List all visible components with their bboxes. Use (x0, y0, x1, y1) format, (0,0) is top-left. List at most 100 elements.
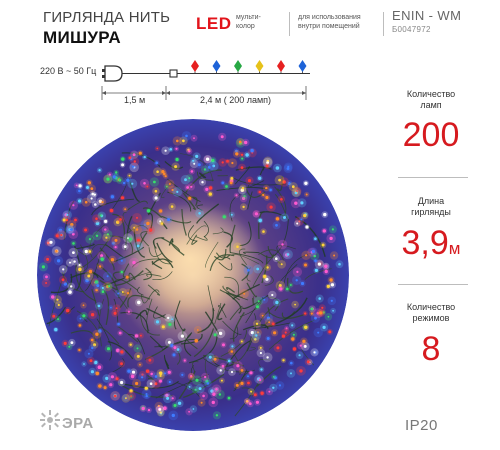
wire-strand (98, 326, 120, 345)
light-dot (86, 186, 89, 189)
light-dot (109, 383, 113, 387)
modes-label-line2: режимов (412, 313, 450, 323)
light-dot (208, 186, 213, 190)
light-dot (161, 170, 165, 174)
wire-strand (193, 328, 215, 358)
light-dot (188, 196, 192, 200)
light-dot (218, 331, 223, 336)
wire-strand (66, 306, 75, 315)
light-dot (94, 280, 99, 284)
wire-strand (75, 263, 97, 302)
light-dot (194, 339, 198, 343)
wire-strand (182, 192, 196, 210)
light-dot (88, 250, 92, 253)
light-dot (304, 263, 307, 267)
light-dot (136, 354, 140, 358)
light-dot (155, 320, 160, 324)
light-dot (317, 262, 321, 266)
light-dot (135, 381, 139, 386)
light-dot (291, 185, 295, 189)
light-dot (95, 288, 98, 292)
light-dot (56, 259, 61, 263)
wire-strand (152, 237, 165, 249)
light-dot (292, 347, 297, 351)
light-dot (271, 293, 274, 297)
light-dot (164, 372, 166, 375)
light-dot (263, 298, 266, 301)
light-dot (266, 266, 269, 269)
modes-count-label: Количество режимов (392, 302, 470, 324)
light-dot (184, 178, 187, 182)
light-dot (118, 331, 122, 335)
light-dot (65, 308, 70, 313)
light-dot (161, 325, 165, 329)
product-title-line2: МИШУРА (43, 28, 121, 47)
header-divider (289, 12, 290, 36)
light-dot (127, 310, 130, 313)
light-dot (333, 254, 336, 257)
light-dot (95, 217, 98, 220)
wire-strand (70, 330, 96, 346)
wire-strand (276, 264, 298, 289)
light-dot (314, 268, 318, 272)
light-dot (257, 331, 259, 334)
light-dot (283, 216, 286, 219)
light-dot (66, 213, 69, 216)
light-dot (93, 193, 96, 196)
light-dot (304, 181, 308, 185)
light-dot (300, 218, 303, 221)
light-dot (221, 181, 225, 185)
light-dot (157, 404, 160, 408)
wire-strand (167, 191, 192, 212)
light-dot (73, 260, 76, 263)
light-dot (282, 180, 286, 184)
light-dot (280, 198, 283, 201)
light-dot (166, 396, 170, 400)
wire-strand (209, 254, 235, 271)
wire-strand (274, 193, 289, 221)
garland-schematic (101, 60, 310, 100)
light-dot (156, 147, 159, 150)
light-dot (85, 278, 89, 283)
light-dot (115, 307, 118, 310)
light-dot (240, 340, 243, 343)
light-dot (114, 238, 118, 242)
light-dot (41, 265, 45, 269)
light-dot (322, 325, 326, 329)
light-dot (273, 376, 277, 380)
light-dot (56, 298, 59, 301)
light-dot (127, 237, 129, 240)
light-dot (242, 196, 246, 200)
light-dot (120, 380, 124, 385)
light-dot (227, 396, 231, 400)
wire-strand (283, 252, 313, 285)
wire-strand (286, 277, 304, 294)
light-dot (201, 181, 204, 184)
light-dot (125, 397, 127, 400)
light-dot (155, 161, 159, 165)
light-dot (266, 161, 269, 165)
light-dot (272, 376, 275, 378)
light-dot (313, 254, 317, 258)
light-dot (241, 157, 244, 160)
wire-strand (205, 241, 219, 268)
product-title-line1: ГИРЛЯНДА НИТЬ (43, 9, 171, 26)
light-dot (259, 351, 262, 355)
light-dot (136, 244, 140, 248)
wire-strand (161, 215, 192, 224)
led-description: мульти- колор (236, 13, 276, 31)
light-dot (147, 408, 151, 412)
light-dot (125, 275, 129, 279)
light-dot (247, 375, 249, 378)
light-dot (172, 353, 176, 357)
bulb-icon (255, 60, 264, 72)
light-dot (143, 182, 146, 185)
light-dot (114, 246, 117, 249)
light-dot (59, 228, 63, 232)
light-dot (296, 270, 299, 273)
light-dot (322, 311, 325, 314)
light-dot (196, 329, 199, 331)
light-dot (122, 181, 126, 185)
light-dot (158, 371, 163, 375)
wire-strand (246, 313, 257, 352)
